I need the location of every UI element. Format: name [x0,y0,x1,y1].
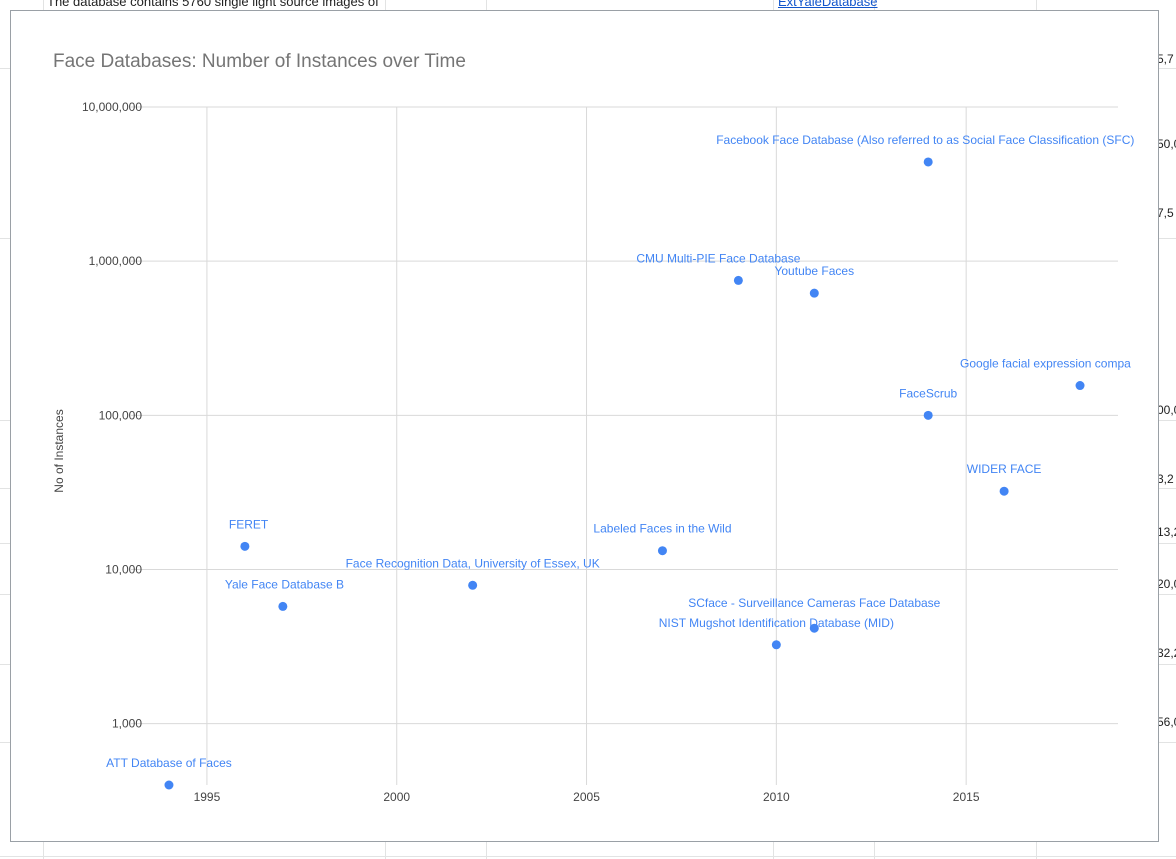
data-point [771,640,781,650]
y-tick-label: 10,000,000 [82,100,142,114]
data-point [923,157,933,167]
data-point [240,541,250,551]
data-point-label: Yale Face Database B [225,577,344,591]
y-tick-label: 1,000 [112,717,142,731]
data-point-label: CMU Multi-PIE Face Database [636,251,800,265]
data-point [468,580,478,590]
x-tick-label: 2015 [953,790,980,804]
scatter-chart: 1995 2000 2005 2010 2015 1,000 10,000 100,000 1,… [52,100,1134,804]
data-point-label: SCface - Surveillance Cameras Face Datab… [688,596,940,610]
cell-number: 56,0 [1157,715,1176,729]
x-tick-label: 2005 [573,790,600,804]
x-tick-label: 1995 [194,790,221,804]
cell-number: 32,2 [1157,646,1176,660]
row-gridline [0,856,1176,857]
cell-number: 13,2 [1157,525,1176,539]
data-point [809,288,819,298]
data-point [1075,381,1085,391]
cell-number: 50,0 [1157,137,1176,151]
data-point [657,546,667,556]
cell-number: 3,2 [1157,472,1174,486]
y-tick-label: 10,000 [105,562,142,576]
cell-text: The database contains 5760 single light … [47,0,379,9]
data-point-label: NIST Mugshot Identification Database (MI… [659,616,894,630]
data-point-label: ATT Database of Faces [106,756,232,770]
chart-card[interactable]: Face Databases: Number of Instances over… [10,10,1159,842]
data-point-label: Face Recognition Data, University of Ess… [346,556,600,570]
data-point [733,275,743,285]
cell-number: 00,0 [1157,403,1176,417]
y-tick-label: 1,000,000 [89,254,143,268]
data-point-label: Google facial expression compa [960,357,1131,371]
cell-number: 5,7 [1157,52,1174,66]
data-point-label: Labeled Faces in the Wild [593,522,731,536]
data-point-label: FaceScrub [899,386,957,400]
cell-number: 7,5 [1157,206,1174,220]
data-point-label: WIDER FACE [967,462,1042,476]
y-axis-label: No of Instances [52,409,66,492]
data-point [278,601,288,611]
data-point-label: Facebook Face Database (Also referred to… [716,133,1134,147]
cell-link[interactable]: ExtYaleDatabase [778,0,878,9]
x-tick-label: 2000 [383,790,410,804]
y-tick-label: 100,000 [99,408,143,422]
data-point [809,623,819,633]
data-point [164,780,174,790]
data-point-label: Youtube Faces [774,264,854,278]
cell-number: 20,0 [1157,577,1176,591]
data-point-label: FERET [229,517,269,531]
data-point [923,410,933,420]
chart-title: Face Databases: Number of Instances over… [53,51,466,72]
data-point [999,486,1009,496]
x-tick-label: 2010 [763,790,790,804]
